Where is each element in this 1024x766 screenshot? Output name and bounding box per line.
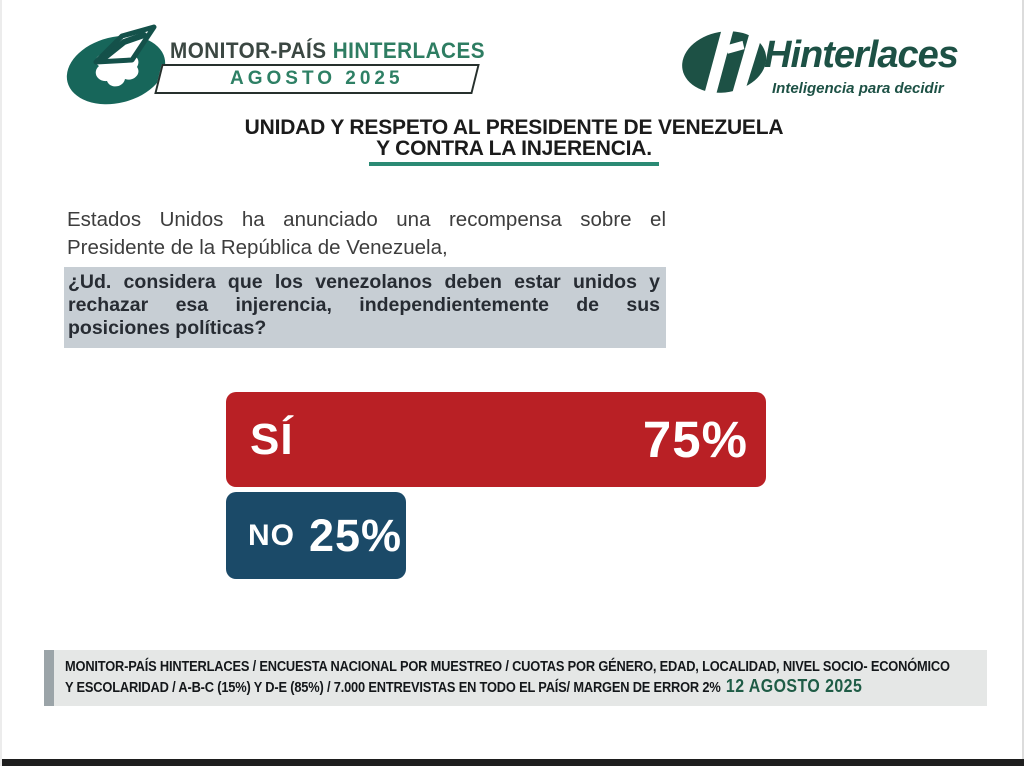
methodology-line2-text: Y ESCOLARIDAD / A-B-C (15%) Y D-E (85%) … <box>65 680 721 696</box>
page-title: UNIDAD Y RESPETO AL PRESIDENTE DE VENEZU… <box>2 116 1024 166</box>
hinterlaces-tagline: Inteligencia para decidir <box>772 80 944 97</box>
methodology-line2: Y ESCOLARIDAD / A-B-C (15%) Y D-E (85%) … <box>65 677 950 698</box>
agosto-2025-banner: AGOSTO 2025 <box>154 64 480 94</box>
footer-accent-bar <box>44 650 54 706</box>
question-intro: Estados Unidos ha anunciado una recompen… <box>64 206 666 262</box>
bar-no-label: NO <box>248 518 295 552</box>
question-intro-line1: Estados Unidos ha anunciado una recompen… <box>67 208 666 231</box>
monitor-pais-title: MONITOR-PAÍS HINTERLACES <box>170 38 485 64</box>
bar-si-value: 75% <box>642 411 748 468</box>
methodology-text: MONITOR-PAÍS HINTERLACES / ENCUESTA NACI… <box>65 658 1024 698</box>
page-title-line1: UNIDAD Y RESPETO AL PRESIDENTE DE VENEZU… <box>244 116 784 139</box>
question-highlight-line2: rechazar esa injerencia, independienteme… <box>68 294 660 316</box>
survey-question-block: Estados Unidos ha anunciado una recompen… <box>64 206 666 348</box>
question-highlight-line1: ¿Ud. considera que los venezolanos deben… <box>68 271 660 293</box>
bar-no: NO 25% <box>226 492 406 579</box>
methodology-footer: MONITOR-PAÍS HINTERLACES / ENCUESTA NACI… <box>44 650 987 706</box>
bottom-edge-strip <box>2 759 1024 766</box>
bar-si: SÍ 75% <box>226 392 766 487</box>
monitor-pais-globe-icon <box>66 24 166 105</box>
page-title-line2: Y CONTRA LA INJERENCIA. <box>376 137 652 160</box>
hinterlaces-logo-icon <box>682 26 767 98</box>
bar-no-value: 25% <box>309 509 403 561</box>
monitor-pais-title-green: HINTERLACES <box>326 38 485 63</box>
bar-si-label: SÍ <box>250 414 294 464</box>
methodology-line1: MONITOR-PAÍS HINTERLACES / ENCUESTA NACI… <box>65 659 950 675</box>
question-intro-line2: Presidente de la República de Venezuela, <box>67 236 448 259</box>
poll-bar-chart: SÍ 75% NO 25% <box>226 392 766 579</box>
question-highlighted: ¿Ud. considera que los venezolanos deben… <box>64 267 666 348</box>
survey-date: 12 AGOSTO 2025 <box>725 676 863 696</box>
question-highlight-line3: posiciones políticas? <box>68 317 267 339</box>
monitor-pais-title-dark: MONITOR-PAÍS <box>170 38 327 63</box>
hinterlaces-brand-name: Hinterlaces <box>764 34 959 76</box>
banner-label: AGOSTO 2025 <box>230 68 404 89</box>
title-underline <box>369 162 659 166</box>
